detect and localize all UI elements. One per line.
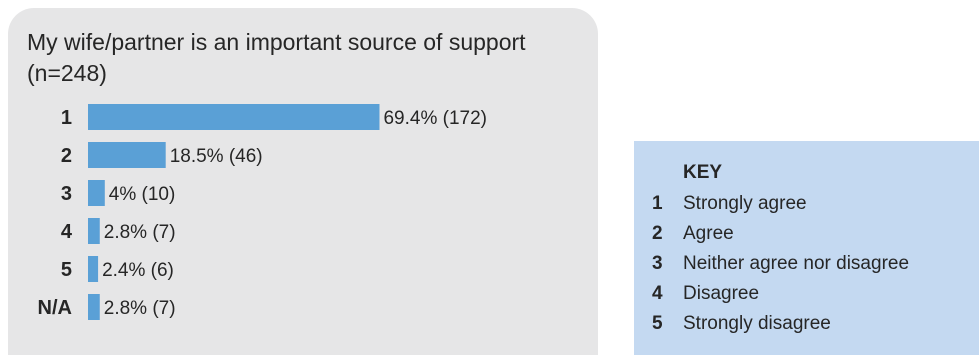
- data-label-2: 18.5% (46): [170, 146, 263, 167]
- key-item-1: 1 Strongly agree: [652, 193, 807, 215]
- category-label-na: N/A: [38, 297, 72, 319]
- bar-3: [88, 180, 105, 206]
- category-label-2: 2: [61, 145, 72, 167]
- data-label-3: 4% (10): [109, 184, 176, 205]
- chart-title: My wife/partner is an important source o…: [27, 27, 587, 89]
- key-item-2: 2 Agree: [652, 223, 734, 245]
- category-label-4: 4: [61, 221, 73, 243]
- chart-sample-size: (n=248): [27, 60, 107, 86]
- bar-na: [88, 294, 100, 320]
- key-item-number: 3: [652, 253, 663, 274]
- category-label-5: 5: [61, 259, 72, 281]
- key-item-3: 3 Neither agree nor disagree: [652, 253, 909, 275]
- chart-panel: [8, 8, 598, 355]
- bar-2: [88, 142, 166, 168]
- key-item-label: Neither agree nor disagree: [683, 253, 910, 274]
- key-item-number: 4: [652, 283, 663, 304]
- data-label-5: 2.4% (6): [102, 260, 174, 281]
- key-title: KEY: [683, 162, 723, 183]
- bar-1: [88, 104, 380, 130]
- data-label-4: 2.8% (7): [104, 222, 176, 243]
- key-item-label: Strongly disagree: [683, 313, 831, 334]
- key-item-5: 5 Strongly disagree: [652, 313, 831, 335]
- data-label-1: 69.4% (172): [383, 108, 487, 129]
- bar-5: [88, 256, 99, 282]
- key-item-label: Disagree: [683, 283, 760, 304]
- key-item-number: 5: [652, 313, 663, 334]
- category-label-1: 1: [61, 107, 72, 129]
- key-item-number: 1: [652, 193, 663, 214]
- key-item-label: Agree: [683, 223, 734, 244]
- bar-4: [88, 218, 100, 244]
- key-item-4: 4 Disagree: [652, 283, 759, 305]
- category-label-3: 3: [61, 183, 72, 205]
- key-item-label: Strongly agree: [683, 193, 807, 214]
- data-label-na: 2.8% (7): [104, 298, 176, 319]
- key-item-number: 2: [652, 223, 663, 244]
- key-box: [634, 141, 979, 355]
- chart-title-text: My wife/partner is an important source o…: [27, 29, 526, 55]
